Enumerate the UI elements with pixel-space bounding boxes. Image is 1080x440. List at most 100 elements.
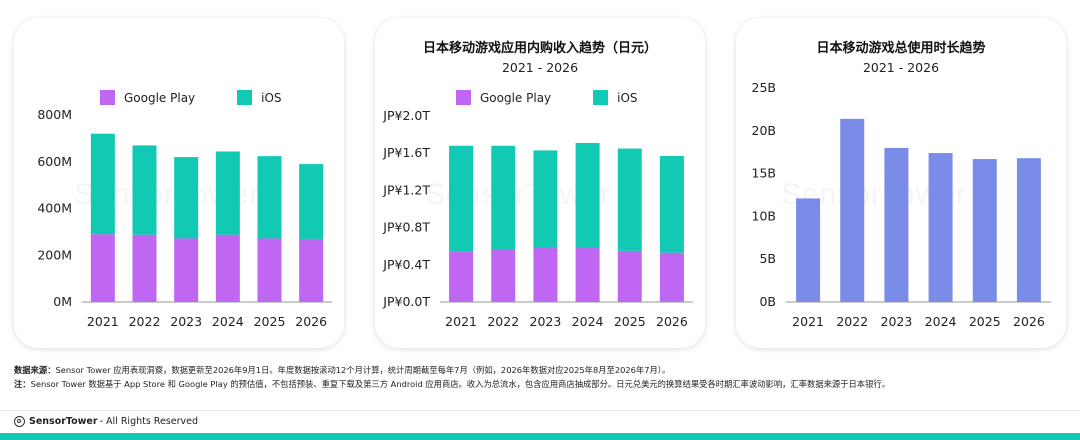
bar-google-play bbox=[299, 238, 324, 302]
x-tick-label: 2026 bbox=[656, 314, 688, 329]
x-tick-label: 2024 bbox=[925, 314, 957, 329]
x-tick-label: 2026 bbox=[295, 314, 327, 329]
legend-item-google-play: Google Play bbox=[100, 90, 195, 105]
chart-title: 日本移动游戏应用内购收入趋势（日元） bbox=[422, 41, 657, 56]
x-tick-label: 2025 bbox=[254, 314, 286, 329]
bar-usage bbox=[1016, 158, 1041, 302]
x-tick-label: 2023 bbox=[881, 314, 913, 329]
sensor-tower-logo-icon bbox=[14, 416, 25, 427]
note-text: Sensor Tower 数据基于 App Store 和 Google Pla… bbox=[30, 379, 890, 389]
chart-plot-area: 0M 200M 400M 600M 800M 2021 2022 2023 2024 2025 20… bbox=[37, 107, 332, 329]
bar-google-play bbox=[257, 238, 282, 302]
bar-usage bbox=[972, 159, 997, 302]
bar-usage bbox=[928, 153, 953, 302]
x-tick-label: 2026 bbox=[1013, 314, 1045, 329]
chart-title: 日本移动游戏总使用时长趋势 bbox=[816, 41, 986, 56]
bar-google-play bbox=[90, 234, 115, 302]
bar-ios bbox=[215, 151, 240, 235]
chart-legend: Google Play iOS bbox=[456, 90, 638, 105]
bar-ios bbox=[174, 157, 199, 239]
y-tick-label: 400M bbox=[37, 201, 72, 216]
bar-google-play bbox=[174, 238, 199, 302]
source-text: Sensor Tower 应用表现洞察，数据更新至2026年9月1日。年度数据按… bbox=[55, 365, 671, 375]
legend-label: Google Play bbox=[124, 90, 196, 105]
y-tick-label: 15B bbox=[752, 166, 776, 181]
bar-ios bbox=[659, 155, 684, 253]
bar-usage bbox=[840, 118, 865, 302]
x-tick-label: 2022 bbox=[129, 314, 161, 329]
y-tick-label: JP¥1.6T bbox=[382, 145, 430, 160]
footer-rights: - All Rights Reserved bbox=[99, 416, 199, 427]
source-note: 数据来源：Sensor Tower 应用表现洞察，数据更新至2026年9月1日。… bbox=[14, 363, 1066, 377]
y-tick-label: 600M bbox=[37, 154, 72, 169]
chart-plot-area: 0B 5B 10B 15B 20B 25B 2021 2022 2023 2024 2025 2026 bbox=[752, 80, 1051, 329]
chart-subtitle: 2021 - 2026 bbox=[862, 60, 940, 75]
footer: SensorTower - All Rights Reserved bbox=[14, 416, 198, 427]
y-tick-label: JP¥0.4T bbox=[382, 257, 430, 272]
footer-divider bbox=[0, 410, 1080, 411]
x-tick-label: 2021 bbox=[792, 314, 824, 329]
bar-google-play bbox=[491, 249, 516, 302]
bar-ios bbox=[491, 145, 516, 250]
disclaimer-note: 注：Sensor Tower 数据基于 App Store 和 Google P… bbox=[14, 377, 1066, 391]
legend-item-ios: iOS bbox=[593, 90, 638, 105]
bar-ios bbox=[132, 145, 157, 235]
bar-google-play bbox=[132, 234, 157, 302]
x-tick-label: 2024 bbox=[572, 314, 604, 329]
y-tick-label: 20B bbox=[752, 123, 776, 138]
chart-panel-usage: 日本移动游戏总使用时长趋势 2021 - 2026 SensorTower 0B… bbox=[736, 18, 1066, 348]
bar-ios bbox=[449, 145, 474, 252]
legend-swatch bbox=[456, 90, 471, 105]
legend-label: iOS bbox=[261, 90, 282, 105]
bar-google-play bbox=[575, 248, 600, 302]
x-tick-label: 2022 bbox=[836, 314, 868, 329]
bar-ios bbox=[90, 133, 115, 235]
chart-panel-revenue: 日本移动游戏应用内购收入趋势（日元） 2021 - 2026 SensorTow… bbox=[375, 18, 705, 348]
legend-item-google-play: Google Play bbox=[456, 90, 551, 105]
chart-subtitle: 2021 - 2026 bbox=[501, 60, 579, 75]
bar-ios bbox=[257, 156, 282, 239]
bar-google-play bbox=[533, 248, 558, 302]
bar-usage bbox=[884, 147, 909, 302]
y-tick-label: 25B bbox=[752, 80, 776, 95]
source-label: 数据来源： bbox=[14, 365, 56, 375]
legend-label: Google Play bbox=[480, 90, 552, 105]
y-tick-label: 200M bbox=[37, 247, 72, 262]
y-tick-label: JP¥0.8T bbox=[382, 220, 430, 235]
bar-google-play bbox=[215, 234, 240, 302]
y-tick-label: JP¥1.2T bbox=[382, 182, 430, 197]
y-tick-label: 0B bbox=[759, 294, 776, 309]
bar-usage bbox=[796, 198, 821, 302]
x-tick-label: 2021 bbox=[445, 314, 477, 329]
y-tick-label: JP¥0.0T bbox=[382, 294, 430, 309]
bar-ios bbox=[617, 148, 642, 251]
y-tick-label: JP¥2.0T bbox=[382, 108, 430, 123]
bar-ios bbox=[533, 150, 558, 249]
y-tick-label: 0M bbox=[53, 294, 72, 309]
bar-ios bbox=[299, 164, 324, 239]
note-label: 注： bbox=[14, 379, 31, 389]
x-tick-label: 2022 bbox=[487, 314, 519, 329]
y-tick-label: 5B bbox=[759, 251, 776, 266]
x-tick-label: 2023 bbox=[530, 314, 562, 329]
bar-google-play bbox=[617, 250, 642, 302]
bar-google-play bbox=[449, 251, 474, 302]
chart-legend: Google Play iOS bbox=[100, 90, 282, 105]
footnotes: 数据来源：Sensor Tower 应用表现洞察，数据更新至2026年9月1日。… bbox=[14, 363, 1066, 391]
legend-item-ios: iOS bbox=[237, 90, 282, 105]
x-tick-label: 2025 bbox=[614, 314, 646, 329]
y-tick-label: 10B bbox=[752, 208, 776, 223]
legend-swatch bbox=[593, 90, 609, 105]
x-tick-label: 2021 bbox=[87, 314, 119, 329]
y-tick-label: 800M bbox=[37, 107, 72, 122]
footer-brand: SensorTower bbox=[29, 416, 98, 427]
bar-google-play bbox=[659, 252, 684, 302]
chart-plot-area: JP¥0.0T JP¥0.4T JP¥0.8T JP¥1.2T JP¥1.6T JP¥2.… bbox=[382, 108, 693, 329]
legend-swatch bbox=[237, 90, 253, 105]
chart-panel-downloads: SensorTower Google Play iOS 0M200M400M60… bbox=[14, 18, 344, 348]
x-tick-label: 2023 bbox=[170, 314, 202, 329]
x-tick-label: 2025 bbox=[969, 314, 1001, 329]
legend-swatch bbox=[100, 90, 115, 105]
legend-label: iOS bbox=[617, 90, 638, 105]
x-tick-label: 2024 bbox=[212, 314, 244, 329]
